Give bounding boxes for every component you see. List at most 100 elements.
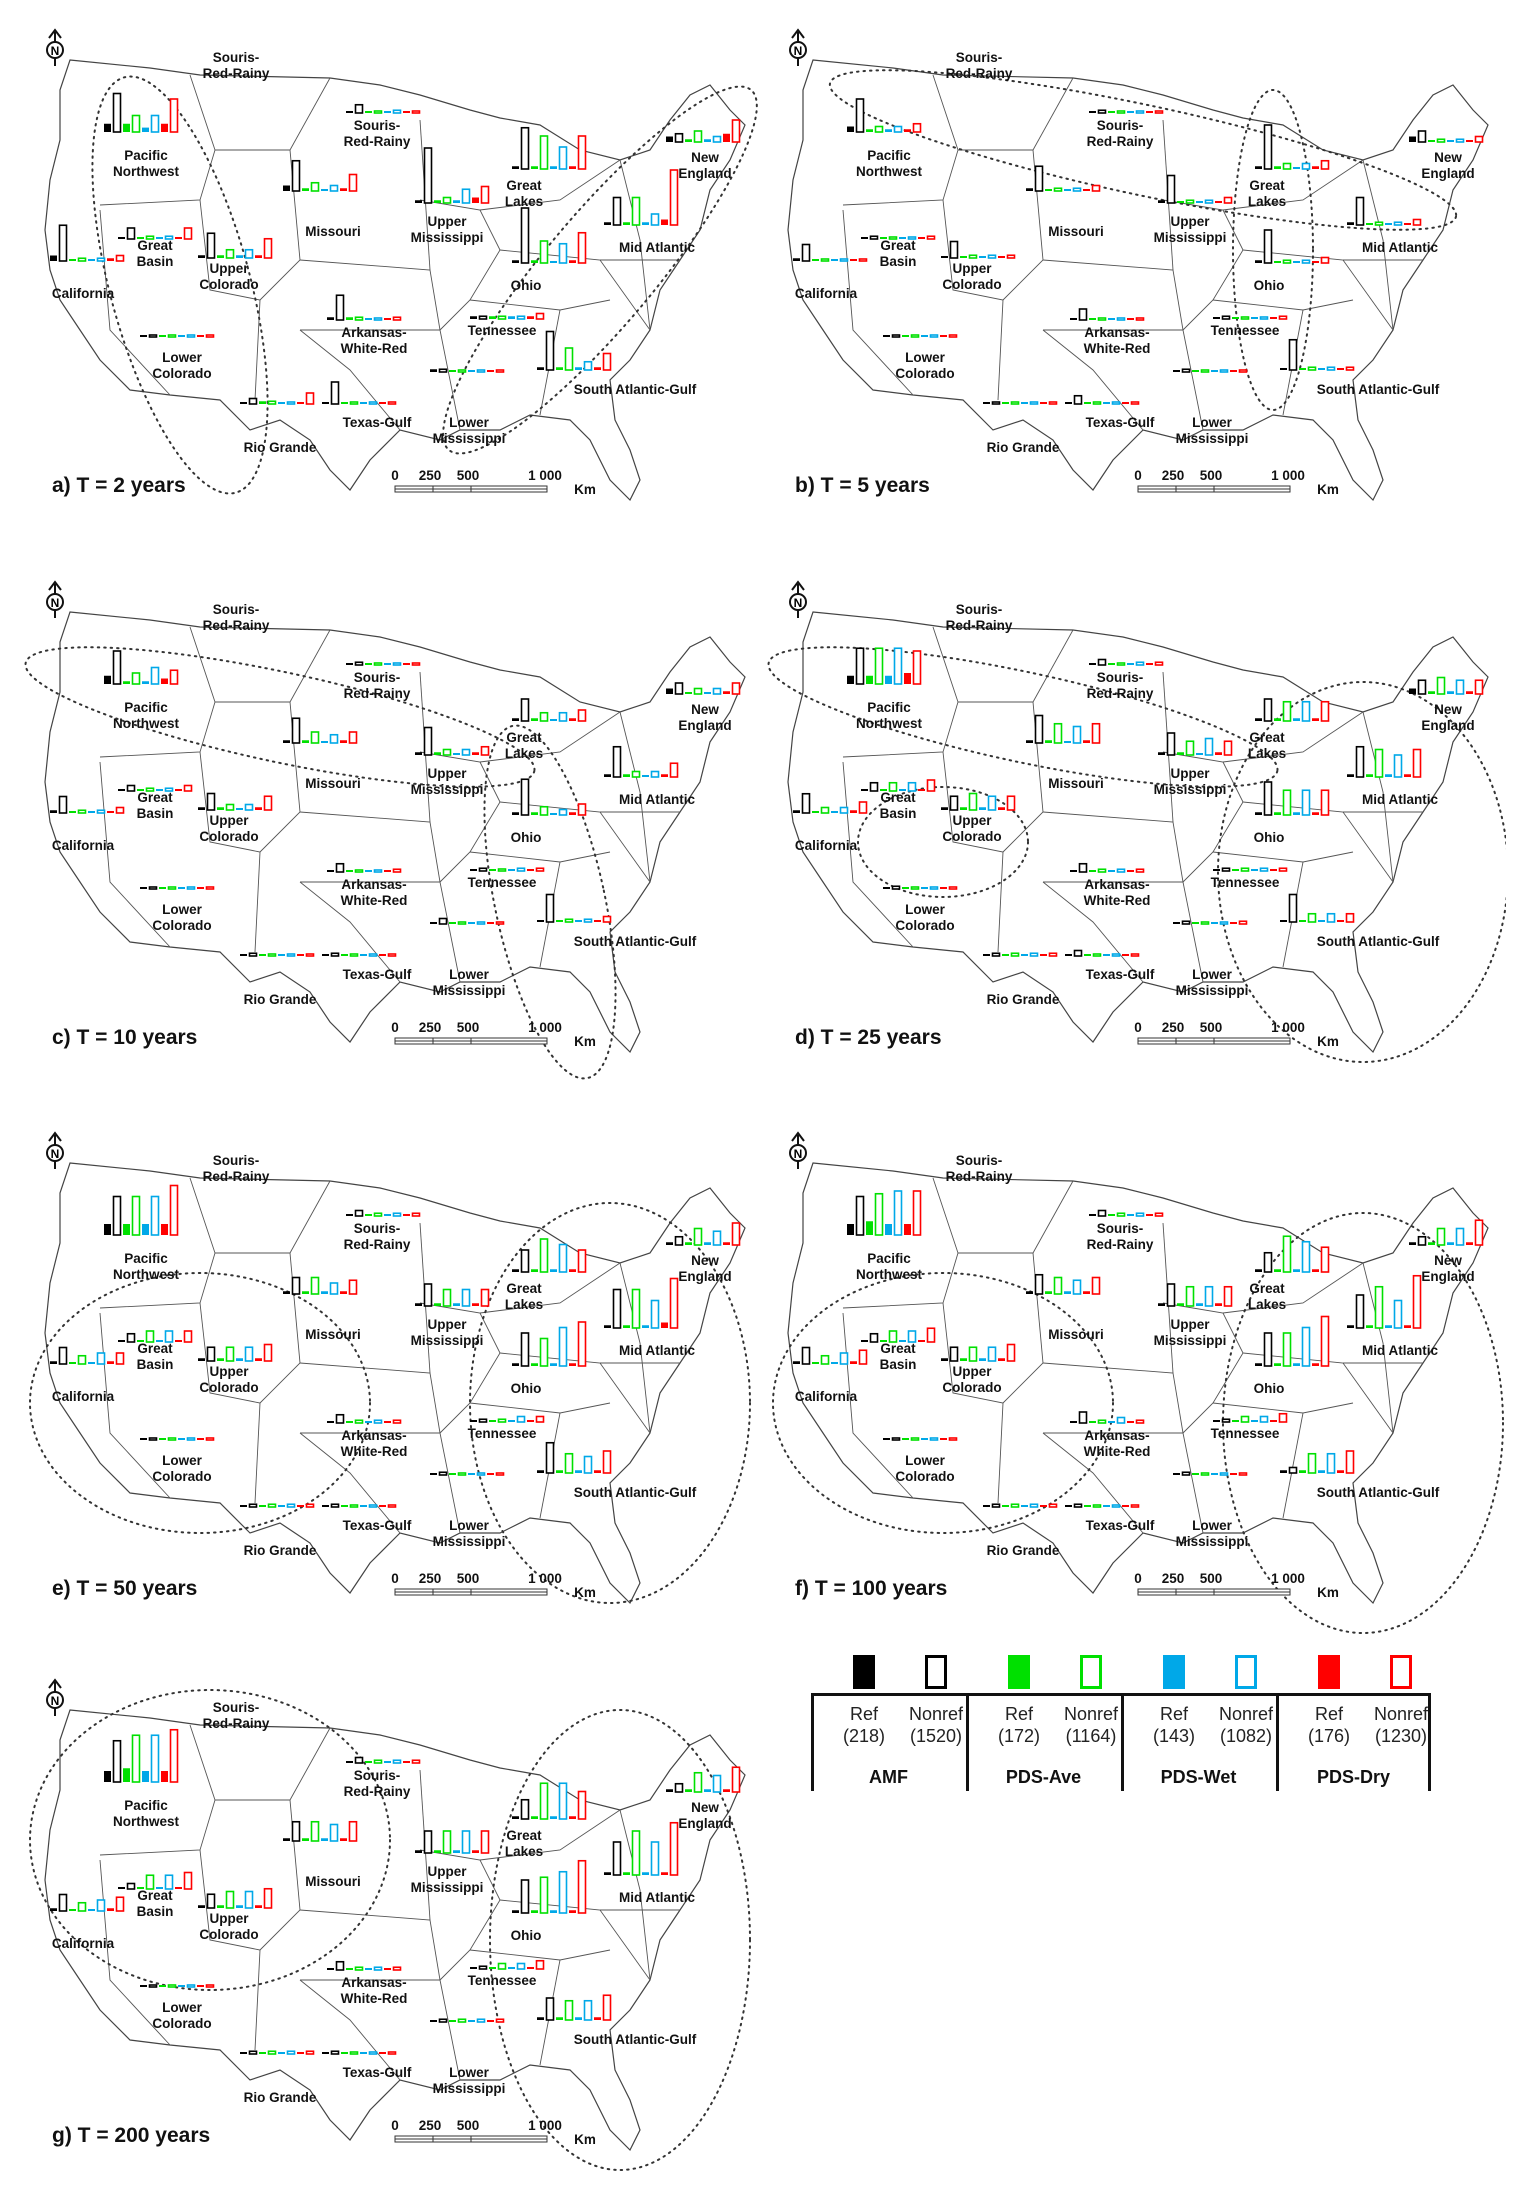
region-label-line: Souris-: [956, 1153, 1003, 1168]
bar-amf-ref: [327, 870, 334, 872]
bar-pds-wet-ref: [1251, 1420, 1258, 1422]
bar-pds-wet-nonref: [1029, 952, 1039, 957]
bar-pds-wet-ref: [453, 753, 460, 755]
region-label-line: Texas-Gulf: [1086, 1518, 1155, 1533]
bar-amf-nonref: [58, 795, 68, 814]
bar-amf-nonref: [855, 1195, 865, 1236]
bar-amf-ref: [50, 1908, 57, 1911]
bar-pds-ave-ref: [812, 259, 819, 261]
bar-pds-ave-nonref: [349, 1504, 359, 1508]
region-label-line: Missouri: [1048, 224, 1104, 239]
region-label-line: Arkansas-: [341, 1428, 406, 1443]
bar-pds-wet-ref: [1103, 1505, 1110, 1507]
bar-pds-ave-nonref: [631, 196, 641, 226]
bar-pds-wet-ref: [550, 166, 557, 169]
region-label-pnw: Pacific Northwest: [856, 148, 923, 179]
region-label-line: Northwest: [113, 164, 180, 179]
region-label-line: Basin: [137, 806, 174, 821]
bar-pds-wet-ref: [453, 1850, 460, 1853]
bar-pds-dry-nonref: [535, 1415, 545, 1423]
bar-pds-ave-nonref: [131, 1195, 141, 1236]
bar-group-uppercolorado: [198, 1343, 273, 1362]
bar-amf-ref: [430, 922, 437, 924]
bar-pds-dry-ref: [723, 1242, 730, 1245]
bar-pds-dry-ref: [384, 1421, 391, 1423]
bar-pds-wet-ref: [236, 1905, 243, 1908]
region-label-line: Red-Rainy: [946, 618, 1013, 633]
bar-group-missouri: [1026, 714, 1101, 744]
region-label-california: California: [795, 838, 858, 853]
bar-pds-dry-ref: [1337, 368, 1344, 370]
bar-pds-dry-nonref: [1154, 661, 1164, 666]
bar-pds-dry-nonref: [948, 886, 958, 890]
bar-pds-wet-ref: [278, 402, 285, 404]
bar-pds-dry-nonref: [1130, 1504, 1140, 1508]
region-label-greatlakes: Great Lakes: [505, 1281, 543, 1312]
region-label-line: South Atlantic-Gulf: [1317, 934, 1440, 949]
bar-amf-ref: [198, 1905, 205, 1908]
bar-pds-wet-nonref: [1301, 1240, 1311, 1273]
bar-pds-wet-nonref: [1029, 1503, 1039, 1508]
bar-pds-ave-ref: [556, 920, 563, 922]
bar-amf-ref: [1158, 200, 1165, 203]
bar-pds-dry-nonref: [411, 662, 421, 666]
region-label-souris-top: Souris-Red-Rainy: [203, 1700, 270, 1731]
bar-group-greatbasin: [118, 784, 193, 792]
region-label-greatbasin: Great Basin: [880, 1341, 917, 1372]
region-label-line: Ohio: [1254, 1381, 1285, 1396]
bar-pds-wet-ref: [384, 1761, 391, 1763]
region-label-greatlakes: Great Lakes: [505, 178, 543, 209]
scale-tick-label: 1 000: [528, 1571, 562, 1586]
region-label-line: Red-Rainy: [203, 66, 270, 81]
bar-pds-dry-ref: [569, 1910, 576, 1913]
bar-pds-ave-ref: [1274, 1269, 1281, 1272]
region-label-newengland: New England: [1421, 150, 1474, 181]
bar-group-tennessee: [1213, 1412, 1288, 1423]
bar-pds-dry-nonref: [602, 915, 612, 923]
bar-pds-dry-nonref: [1238, 369, 1248, 373]
bar-pds-dry-ref: [340, 188, 347, 191]
bar-pds-wet-ref: [321, 1838, 328, 1841]
bar-pds-wet-nonref: [987, 795, 997, 811]
bar-pds-dry-nonref: [912, 122, 922, 133]
bar-group-souris: [1089, 1209, 1164, 1217]
scale-unit: Km: [574, 482, 596, 497]
bar-pds-dry-nonref: [115, 1896, 125, 1912]
region-label-missouri: Missouri: [1048, 224, 1104, 239]
bar-group-greatbasin: [118, 1871, 193, 1890]
region-label-line: Basin: [137, 254, 174, 269]
region-label-pnw: Pacific Northwest: [113, 700, 180, 731]
legend-separator: [811, 1693, 814, 1791]
bar-group-lowermiss: [430, 368, 505, 373]
bar-pds-ave-nonref: [131, 1734, 141, 1783]
region-label-uppercolorado: Upper Colorado: [942, 1364, 1001, 1395]
bar-pds-dry-ref: [998, 256, 1005, 258]
bar-amf-nonref: [869, 1332, 879, 1343]
bar-pds-dry-nonref: [948, 1437, 958, 1441]
region-label-line: Upper: [952, 261, 992, 276]
region-label-lowermiss: Lower Mississippi: [1176, 415, 1249, 446]
bar-pds-dry-nonref: [263, 1887, 273, 1909]
bar-pds-wet-ref: [831, 259, 838, 261]
bar-group-texasgulf: [322, 381, 397, 405]
bar-amf-ref: [1213, 317, 1220, 319]
bar-pds-wet-ref: [1211, 370, 1218, 372]
region-boundary: [479, 159, 621, 211]
bar-pds-dry-nonref: [1135, 868, 1145, 873]
region-label-line: Texas-Gulf: [343, 967, 412, 982]
bar-group-lowercolorado: [140, 886, 215, 890]
bar-pds-ave-nonref: [539, 1238, 549, 1273]
bar-pds-wet-ref: [1293, 1363, 1300, 1366]
bar-amf-nonref: [1221, 867, 1231, 872]
region-label-line: Mid Atlantic: [619, 240, 695, 255]
bar-pds-wet-ref: [899, 789, 906, 791]
bar-pds-dry-ref: [918, 237, 925, 239]
region-label-line: Great: [506, 1828, 542, 1843]
north-arrow-icon: N: [789, 580, 807, 618]
scale-tick-label: 1 000: [1271, 468, 1305, 483]
bar-pds-ave-ref: [1274, 261, 1281, 263]
bar-pds-dry-nonref: [1091, 722, 1101, 744]
bar-group-souris: [346, 661, 421, 666]
bar-pds-wet-nonref: [244, 1890, 254, 1909]
bar-pds-wet-nonref: [150, 1734, 160, 1783]
